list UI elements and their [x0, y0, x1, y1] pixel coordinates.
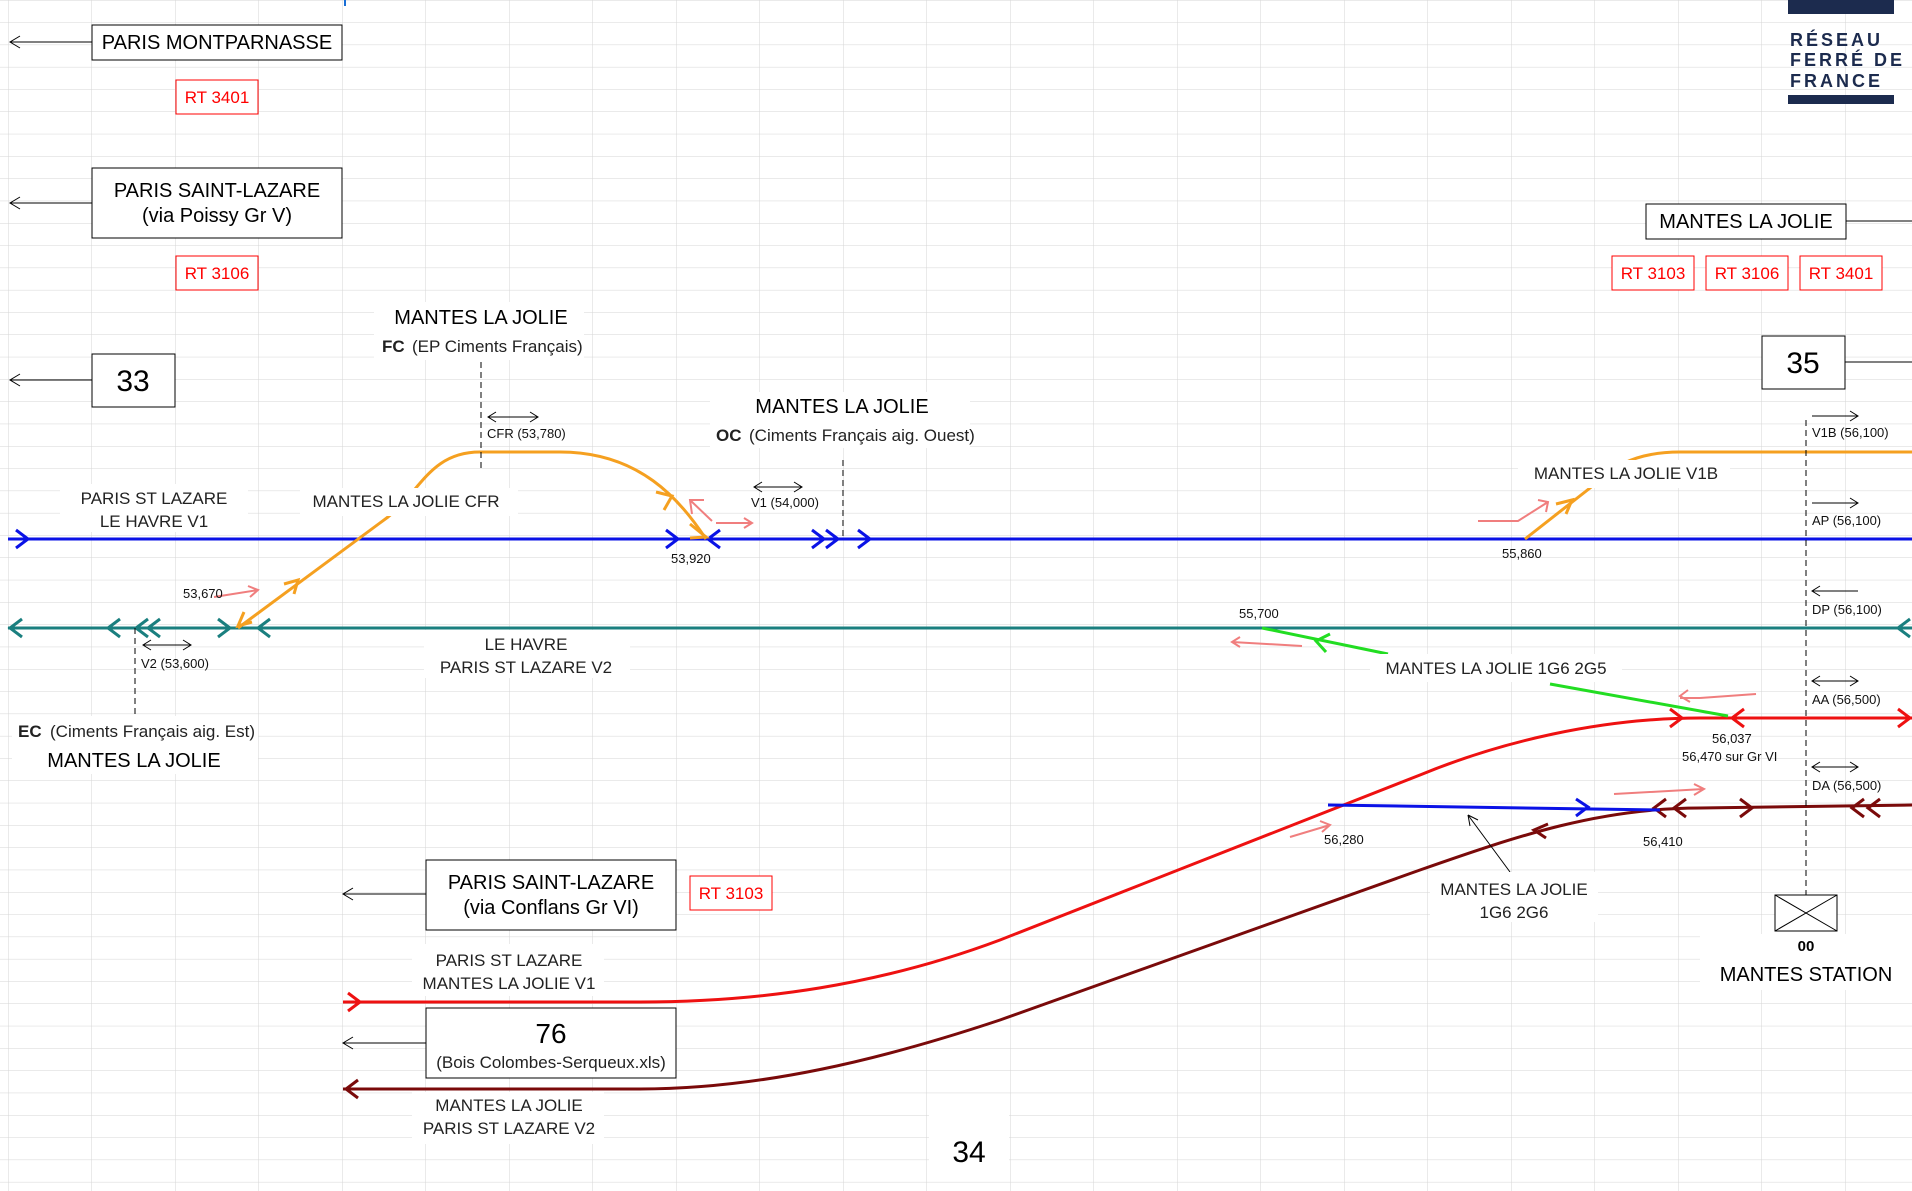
label-1g6-2g6-line1: MANTES LA JOLIE	[1440, 880, 1587, 899]
label-conflans-v2-line1: MANTES LA JOLIE	[435, 1096, 582, 1115]
rt-3401-left-label: RT 3401	[185, 88, 250, 107]
label-v2-line2: PARIS ST LAZARE V2	[440, 658, 612, 677]
kp-53670: 53,670	[183, 586, 223, 601]
rt-3401-right-label: RT 3401	[1809, 264, 1874, 283]
sheet-33-label: 33	[116, 365, 149, 398]
rt-3106-left-label: RT 3106	[185, 264, 250, 283]
station-code: 00	[1798, 938, 1815, 955]
station-mantes: 00 MANTES STATION	[1700, 934, 1912, 990]
route-tag-rt3401-left: RT 3401	[176, 80, 258, 114]
poissy-label-2: (via Poissy Gr V)	[142, 205, 292, 227]
conflans-label-2: (via Conflans Gr VI)	[463, 897, 639, 919]
station-name: MANTES STATION	[1720, 964, 1893, 986]
label-v1b: MANTES LA JOLIE V1B	[1534, 464, 1718, 483]
kp-56410: 56,410	[1643, 834, 1683, 849]
rt-3106-right-label: RT 3106	[1715, 264, 1780, 283]
label-conflans-v2-line2: PARIS ST LAZARE V2	[423, 1119, 595, 1138]
oc-code: OC	[716, 426, 742, 445]
ec-title: MANTES LA JOLIE	[47, 750, 220, 772]
kp-53920: 53,920	[671, 551, 711, 566]
sheet-34-label: 34	[952, 1136, 985, 1169]
route-tag-rt3103-bottom: RT 3103	[690, 876, 772, 910]
sheet-35-label: 35	[1786, 347, 1819, 380]
kp-56280: 56,280	[1324, 832, 1364, 847]
fc-code: FC	[382, 337, 405, 356]
signal-v1b: V1B (56,100)	[1812, 425, 1889, 440]
label-conflans-v1-line1: PARIS ST LAZARE	[436, 951, 583, 970]
label-cfr: MANTES LA JOLIE CFR	[312, 492, 499, 511]
ec-desc: (Ciments Français aig. Est)	[50, 722, 255, 741]
label-conflans-v1-line2: MANTES LA JOLIE V1	[423, 974, 596, 993]
label-1g6-2g6-line2: 1G6 2G6	[1480, 903, 1549, 922]
sheet-link-34[interactable]: 34	[929, 1112, 1009, 1172]
poissy-label-1: PARIS SAINT-LAZARE	[114, 180, 320, 202]
station-ec: EC (Ciments Français aig. Est) MANTES LA…	[12, 716, 258, 774]
signal-ap: AP (56,100)	[1812, 513, 1881, 528]
logo-line-3: FRANCE	[1790, 71, 1883, 91]
signal-dp: DP (56,100)	[1812, 602, 1882, 617]
label-v1-line2: LE HAVRE V1	[100, 512, 208, 531]
signal-da: DA (56,500)	[1812, 778, 1881, 793]
kp-56470: 56,470 sur Gr VI	[1682, 749, 1777, 764]
signal-v1: V1 (54,000)	[751, 495, 819, 510]
oc-title: MANTES LA JOLIE	[755, 396, 928, 418]
route-tags-right: RT 3103 RT 3106 RT 3401	[1612, 256, 1882, 290]
sheet-76-file-label: (Bois Colombes-Serqueux.xls)	[436, 1053, 666, 1072]
fc-desc: (EP Ciments Français)	[412, 337, 583, 356]
sheet-76-label: 76	[535, 1018, 566, 1049]
label-v1-line1: PARIS ST LAZARE	[81, 489, 228, 508]
logo-line-2: FERRÉ DE	[1790, 49, 1905, 70]
ec-code: EC	[18, 722, 42, 741]
route-tag-rt3106-left: RT 3106	[176, 256, 258, 290]
conflans-label-1: PARIS SAINT-LAZARE	[448, 872, 654, 894]
paris-montparnasse-label: PARIS MONTPARNASSE	[102, 32, 332, 54]
signal-v2: V2 (53,600)	[141, 656, 209, 671]
fc-title: MANTES LA JOLIE	[394, 307, 567, 329]
rt-3103-right-label: RT 3103	[1621, 264, 1686, 283]
mantes-station-building[interactable]	[1775, 895, 1837, 931]
station-fc: MANTES LA JOLIE FC (EP Ciments Français)	[374, 302, 584, 360]
kp-55860: 55,860	[1502, 546, 1542, 561]
label-v2-line1: LE HAVRE	[485, 635, 568, 654]
signal-cfr: CFR (53,780)	[487, 426, 566, 441]
kp-56037: 56,037	[1712, 731, 1752, 746]
signal-aa: AA (56,500)	[1812, 692, 1881, 707]
mantes-right-label: MANTES LA JOLIE	[1659, 211, 1832, 233]
oc-desc: (Ciments Français aig. Ouest)	[749, 426, 975, 445]
logo-line-1: RÉSEAU	[1790, 29, 1883, 50]
label-1g6-2g5: MANTES LA JOLIE 1G6 2G5	[1385, 659, 1606, 678]
kp-55700: 55,700	[1239, 606, 1279, 621]
station-oc: MANTES LA JOLIE OC (Ciments Français aig…	[710, 392, 975, 448]
rt-3103-bottom-label: RT 3103	[699, 884, 764, 903]
